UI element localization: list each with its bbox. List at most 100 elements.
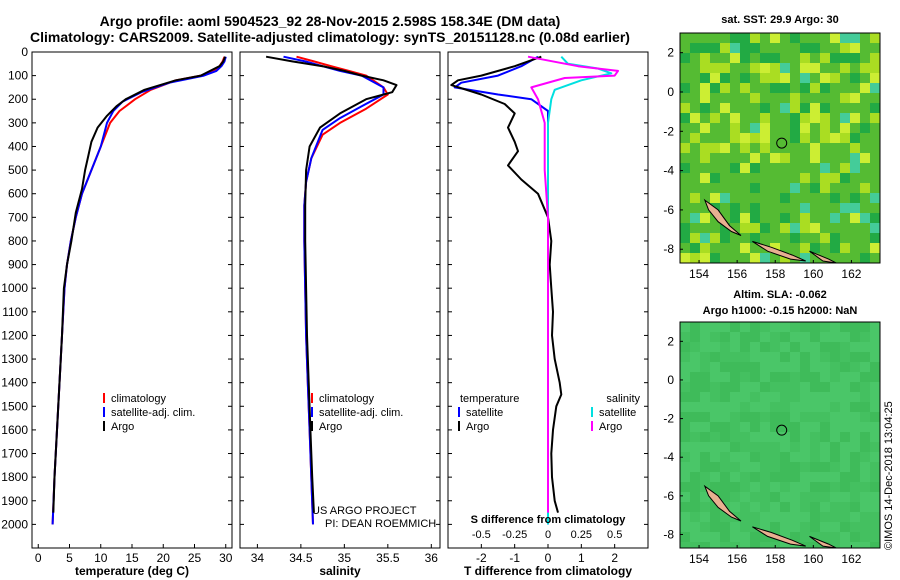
map-cell	[850, 372, 860, 382]
map-cell	[810, 532, 820, 542]
map-cell	[760, 133, 770, 143]
map-cell	[800, 103, 810, 113]
map-cell	[760, 143, 770, 153]
map-cell	[750, 143, 760, 153]
map-cell	[680, 382, 690, 392]
map-cell	[840, 402, 850, 412]
map-cell	[680, 342, 690, 352]
map-cell	[810, 372, 820, 382]
map-cell	[760, 342, 770, 352]
map-cell	[810, 113, 820, 123]
map-cell	[820, 213, 830, 223]
map-x-tick-label: 158	[765, 267, 785, 281]
map-x-tick-label: 156	[727, 267, 747, 281]
map-cell	[730, 133, 740, 143]
map-cell	[790, 402, 800, 412]
map-cell	[710, 332, 720, 342]
map-cell	[760, 153, 770, 163]
map-cell	[870, 53, 880, 63]
map-cell	[770, 352, 780, 362]
map-cell	[790, 442, 800, 452]
map-cell	[760, 462, 770, 472]
map-cell	[860, 472, 870, 482]
map-cell	[690, 73, 700, 83]
map-x-tick-label: 160	[803, 267, 823, 281]
map-x-tick-label: 162	[841, 552, 861, 566]
map-cell	[820, 123, 830, 133]
map-cell	[780, 452, 790, 462]
x-tick-label: 34.5	[289, 551, 313, 565]
map-cell	[770, 233, 780, 243]
map-cell	[850, 253, 860, 263]
map-cell	[720, 133, 730, 143]
map-cell	[740, 382, 750, 392]
map-cell	[810, 253, 820, 263]
map-cell	[690, 512, 700, 522]
map-cell	[680, 422, 690, 432]
map-cell	[730, 63, 740, 73]
map-cell	[780, 73, 790, 83]
map-cell	[740, 243, 750, 253]
map-cell	[840, 233, 850, 243]
map-cell	[700, 223, 710, 233]
map-cell	[790, 372, 800, 382]
map-cell	[800, 53, 810, 63]
map-cell	[750, 412, 760, 422]
map-cell	[680, 402, 690, 412]
map-cell	[870, 93, 880, 103]
map-cell	[840, 93, 850, 103]
map-cell	[720, 422, 730, 432]
map-cell	[720, 322, 730, 332]
map-cell	[760, 482, 770, 492]
map-cell	[780, 103, 790, 113]
map-cell	[730, 93, 740, 103]
map-cell	[760, 213, 770, 223]
map-cell	[730, 43, 740, 53]
map-cell	[680, 123, 690, 133]
map-cell	[850, 63, 860, 73]
map-cell	[830, 492, 840, 502]
map-cell	[680, 63, 690, 73]
map-cell	[720, 362, 730, 372]
map-cell	[720, 83, 730, 93]
map-cell	[830, 522, 840, 532]
map-cell	[700, 183, 710, 193]
map-cell	[780, 133, 790, 143]
map-cell	[770, 33, 780, 43]
x-tick-label: 25	[188, 551, 202, 565]
map-cell	[710, 183, 720, 193]
map-cell	[850, 472, 860, 482]
map-cell	[750, 522, 760, 532]
map-cell	[680, 322, 690, 332]
map-cell	[740, 462, 750, 472]
map-cell	[750, 502, 760, 512]
map-cell	[700, 53, 710, 63]
sst-map: 154 156 158 160 162 2 0 -2 -4 -6 -8	[663, 32, 881, 281]
map-cell	[780, 203, 790, 213]
map-cell	[780, 322, 790, 332]
map-cell	[730, 532, 740, 542]
map-cell	[700, 422, 710, 432]
map-cell	[730, 103, 740, 113]
map-cell	[770, 502, 780, 512]
map-cell	[800, 472, 810, 482]
map-cell	[760, 502, 770, 512]
x-tick-label: -2	[476, 551, 487, 565]
map-cell	[820, 482, 830, 492]
map-cell	[820, 203, 830, 213]
map-cell	[870, 412, 880, 422]
map-cell	[850, 113, 860, 123]
map-cell	[840, 522, 850, 532]
map-cell	[820, 382, 830, 392]
legend-label: Argo	[466, 421, 489, 433]
map-cell	[800, 392, 810, 402]
map-cell	[780, 83, 790, 93]
map-cell	[790, 472, 800, 482]
map-cell	[810, 522, 820, 532]
map-cell	[770, 372, 780, 382]
map-cell	[740, 223, 750, 233]
map-cell	[750, 352, 760, 362]
map-cell	[770, 342, 780, 352]
top-tick-label: -0.5	[472, 529, 491, 541]
map-cell	[730, 153, 740, 163]
